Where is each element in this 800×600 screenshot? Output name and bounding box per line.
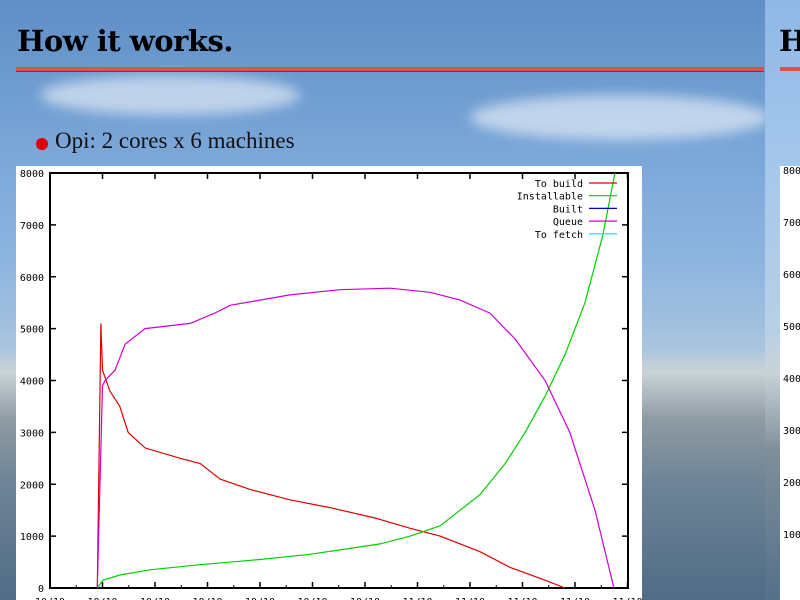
series-line-queue — [96, 287, 615, 589]
series-line-installable — [96, 172, 616, 589]
ytick-label: 4000 — [20, 377, 44, 388]
cloud — [470, 95, 770, 140]
chart: 0 1000 2000 3000 4000 5000 6000 7000 8000 10/10 10… — [16, 166, 642, 600]
ytick-label: 0 — [38, 584, 44, 595]
legend-label: To fetch — [535, 230, 583, 241]
legend-label: Queue — [553, 217, 583, 228]
xtick-label: 10/10 — [192, 597, 222, 600]
ytick-label: 5000 — [20, 325, 44, 336]
ytick-label: 700 — [783, 218, 800, 229]
xtick-label: 10/10 — [350, 597, 380, 600]
series-line-to-build — [96, 323, 566, 589]
xtick-label: 10/10 — [35, 597, 65, 600]
ytick-label: 400 — [783, 374, 800, 385]
ytick-label: 6000 — [20, 273, 44, 284]
ytick-label: 600 — [783, 270, 800, 281]
legend-label: To build — [535, 179, 583, 190]
next-slide-title: H — [779, 24, 800, 58]
title-rule — [16, 67, 764, 72]
slide-title: How it works. — [17, 24, 233, 58]
legend-label: Installable — [517, 192, 583, 203]
bullet-text: Opi: 2 cores x 6 machines — [55, 128, 295, 153]
xtick-label: 11/10 — [402, 597, 432, 600]
xtick-label: 10/10 — [245, 597, 275, 600]
bullet-icon — [36, 138, 48, 150]
xtick-label: 11/10 — [612, 597, 642, 600]
chart-svg: 0 1000 2000 3000 4000 5000 6000 7000 8000 10/10 10… — [20, 169, 642, 600]
ytick-label: 200 — [783, 478, 800, 489]
xtick-label: 11/10 — [455, 597, 485, 600]
xtick-label: 10/10 — [87, 597, 117, 600]
xtick-label: 11/10 — [507, 597, 537, 600]
ytick-label: 100 — [783, 530, 800, 541]
xtick-label: 10/10 — [297, 597, 327, 600]
ytick-label: 8000 — [20, 169, 44, 180]
ytick-label: 3000 — [20, 428, 44, 439]
cloud — [40, 75, 300, 115]
ytick-label: 2000 — [20, 480, 44, 491]
xtick-label: 10/10 — [140, 597, 170, 600]
ytick-label: 800 — [783, 166, 800, 177]
ytick-label: 300 — [783, 426, 800, 437]
legend-label: Built — [553, 204, 583, 215]
next-slide-rule — [780, 67, 800, 71]
xtick-label: 11/10 — [560, 597, 590, 600]
ytick-label: 7000 — [20, 221, 44, 232]
next-slide-chart: 800 700 600 500 400 300 200 100 — [780, 166, 800, 600]
ytick-label: 500 — [783, 322, 800, 333]
ytick-label: 1000 — [20, 532, 44, 543]
